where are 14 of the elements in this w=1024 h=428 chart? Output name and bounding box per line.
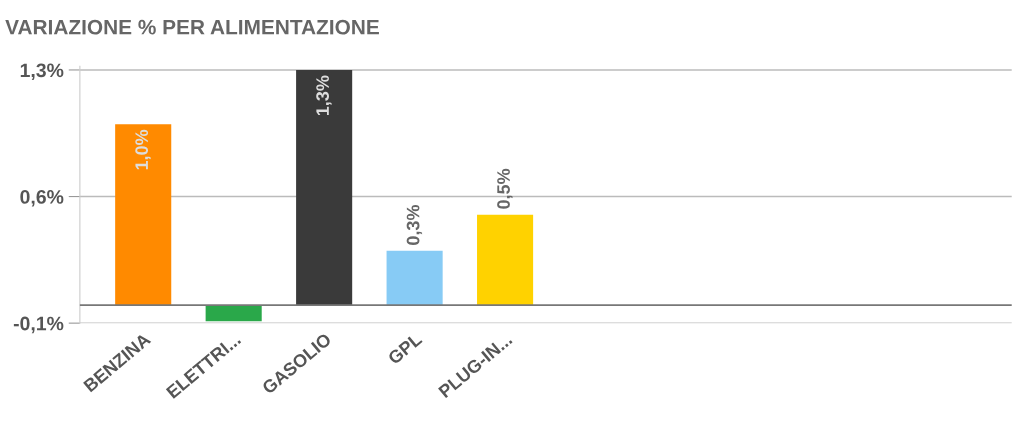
x-tick-label: GPL: [387, 332, 423, 366]
chart-title: VARIAZIONE % PER ALIMENTAZIONE: [5, 19, 379, 35]
data-label: 1,3%: [316, 75, 332, 116]
bar: [386, 250, 443, 306]
y-tick-label: -0,1%: [13, 316, 64, 334]
bar: [115, 124, 172, 306]
bar: [477, 214, 534, 306]
data-label: 0,3%: [406, 204, 423, 245]
bar: [296, 69, 353, 306]
bar: [205, 305, 262, 322]
y-tick-label: 1,3%: [20, 63, 64, 81]
data-label: 1,0%: [135, 129, 151, 170]
data-label: 0,5%: [497, 168, 513, 209]
y-tick-label: 0,6%: [20, 190, 64, 207]
